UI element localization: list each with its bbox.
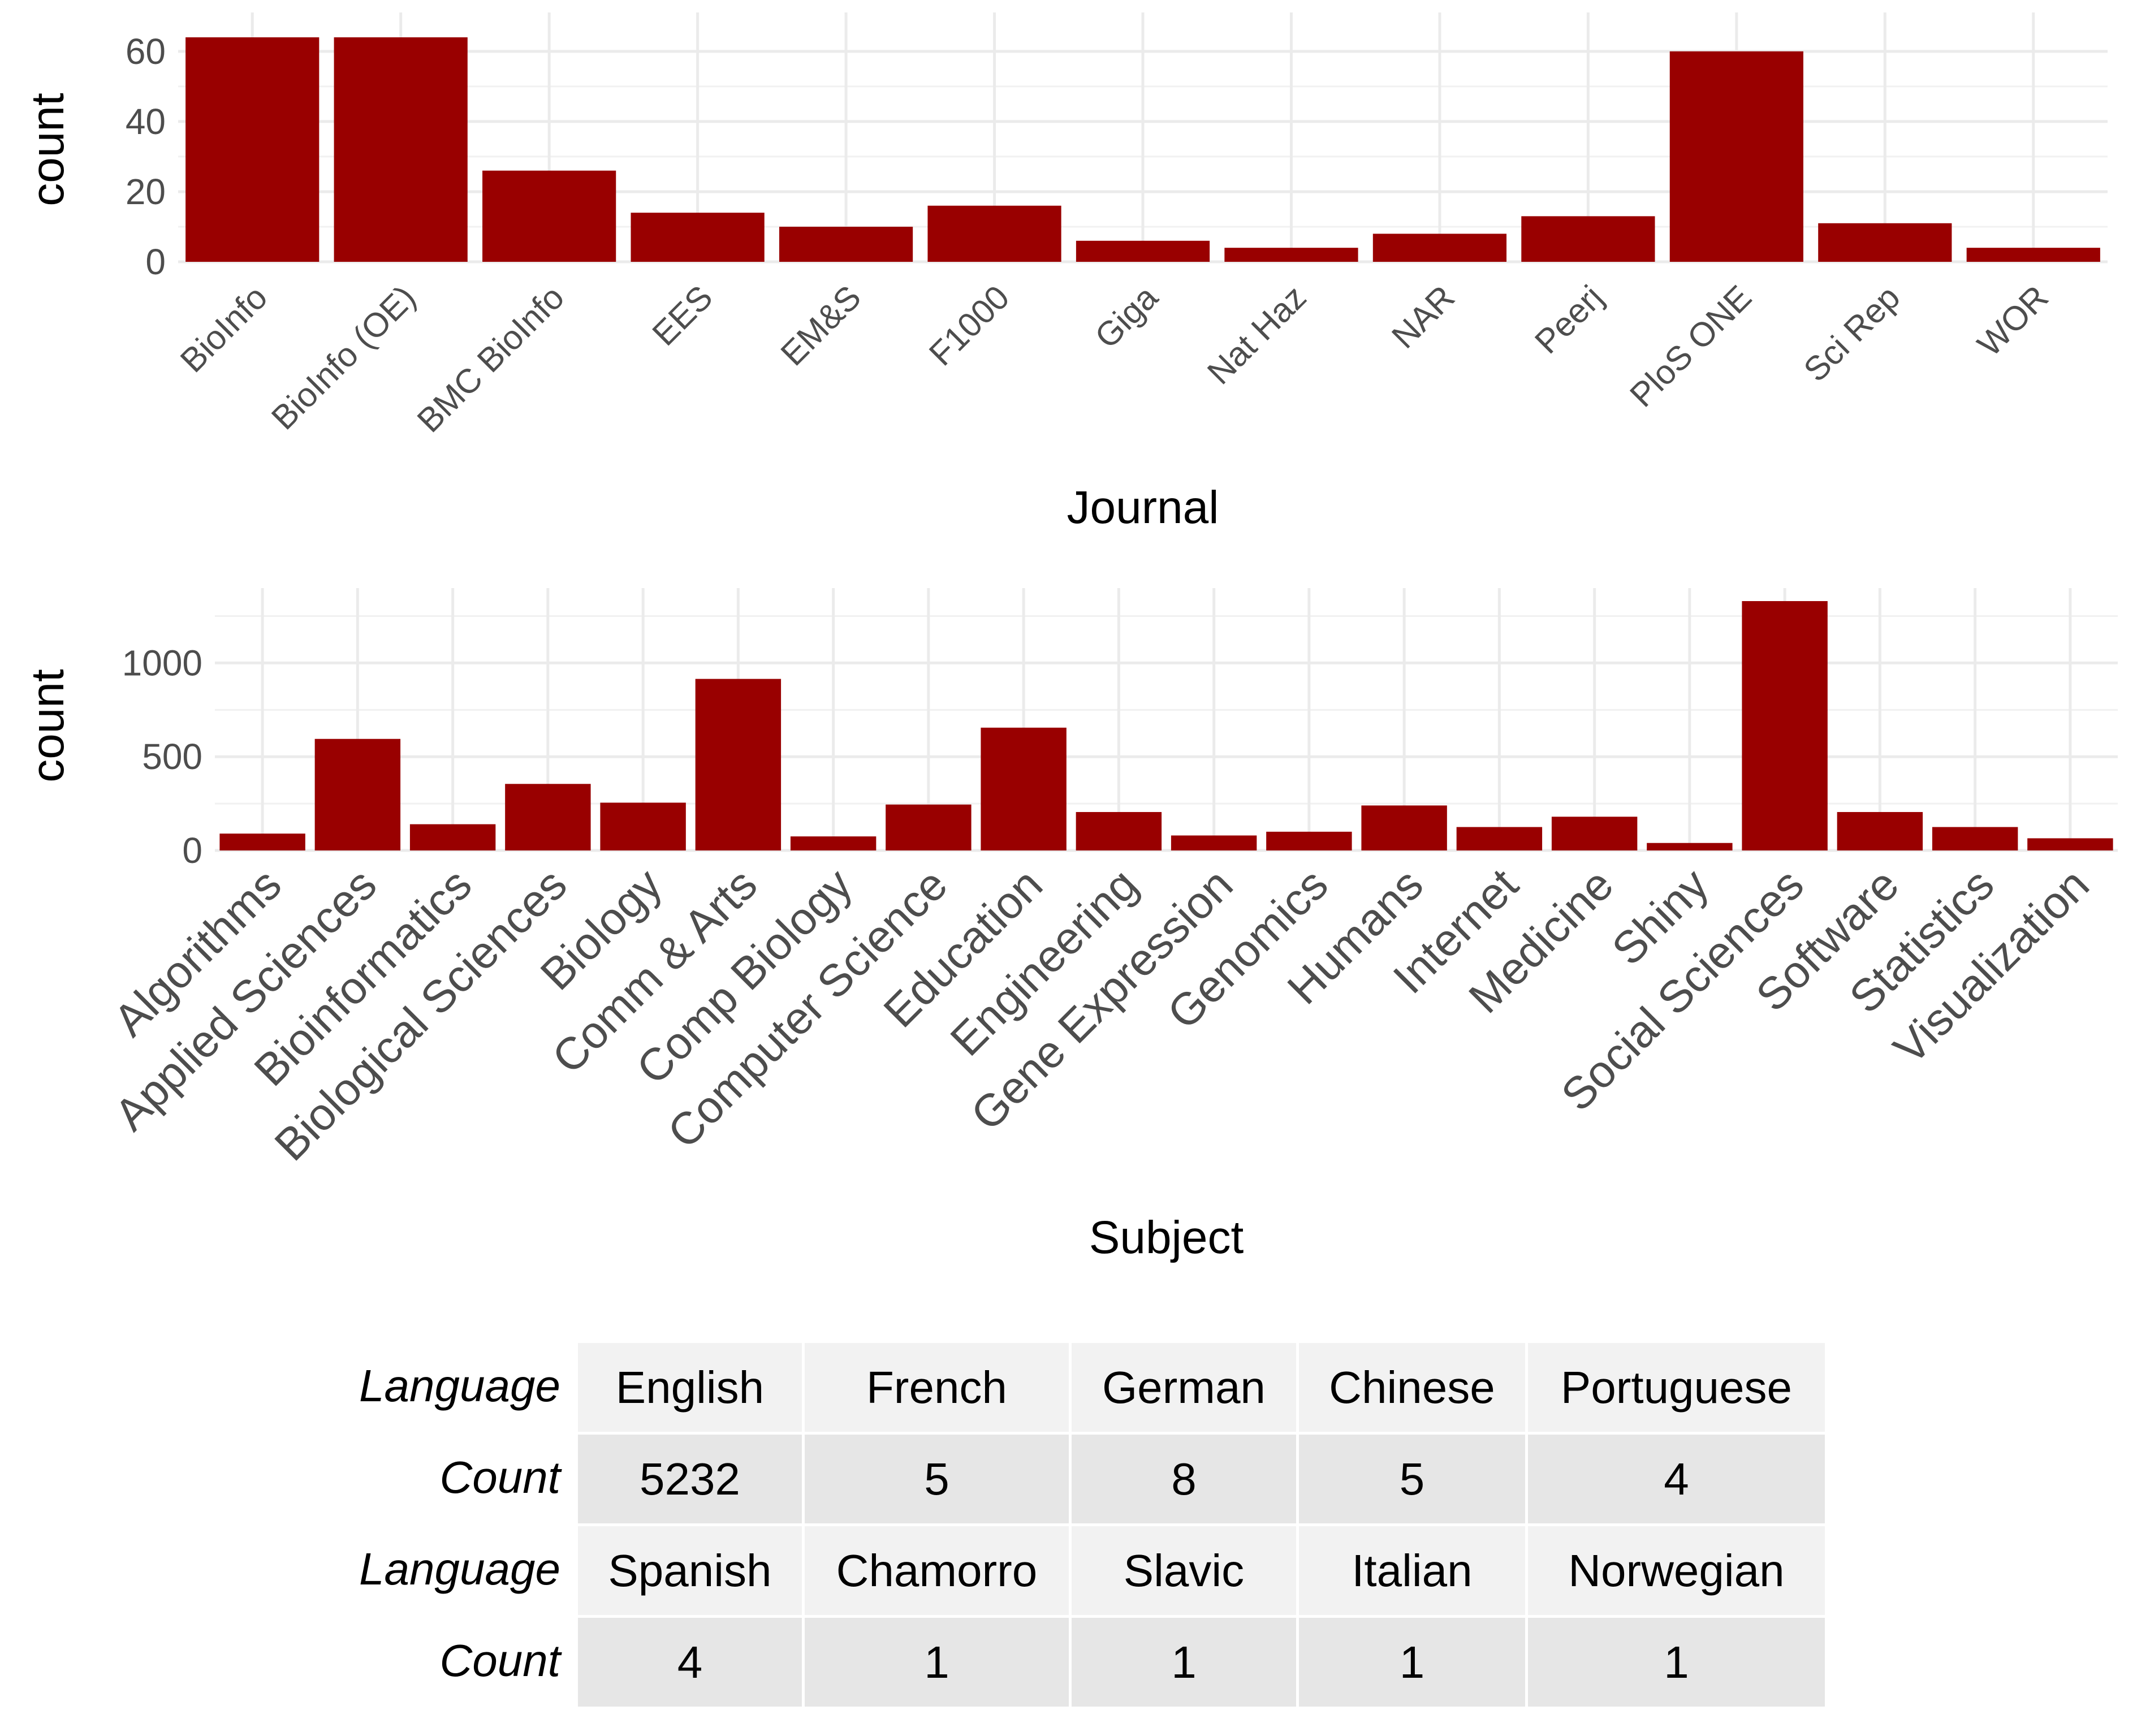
table-cell: 1 [1068,1615,1296,1707]
table-cell: Norwegian [1525,1523,1825,1615]
bar-nat-haz [1224,248,1358,262]
bar-em-s [779,226,913,262]
bar-statistics [1932,827,2018,850]
bar-social-sciences [1742,601,1828,850]
table-row: Count 5232 5 8 5 4 [348,1432,1825,1523]
bar-education [981,727,1067,850]
x-tick-label: Sci Rep [1797,278,1907,389]
bar-bioinformatics [409,824,496,850]
table-cell: Spanish [575,1523,802,1615]
bar-f1000 [927,205,1061,262]
bar-computer-science [886,804,972,850]
bar-plos-one [1669,51,1803,262]
table-cell: Chamorro [801,1523,1069,1615]
table-cell: French [801,1340,1069,1432]
y-tick-label: 500 [142,736,202,777]
table-cell: 5 [1296,1432,1525,1523]
bar-biological-sciences [505,784,591,850]
y-tick-label: 60 [126,31,166,72]
x-tick-label: Peerj [1527,278,1610,361]
y-tick-label: 0 [145,241,166,282]
y-tick-label: 20 [126,171,166,212]
table-cell: 4 [575,1615,802,1707]
bar-algorithms [219,834,305,850]
x-tick-label: EES [645,278,720,353]
bar-medicine [1551,817,1638,850]
bar-bioinfo [185,37,320,262]
x-tick-label: WOR [1970,278,2056,364]
bar-nar [1372,234,1507,262]
bar-software [1837,812,1923,850]
table-cell: German [1068,1340,1296,1432]
x-tick-label: NAR [1384,278,1462,356]
table-row: Language Spanish Chamorro Slavic Italian Norw… [348,1523,1825,1615]
x-tick-label: Giga [1087,278,1165,355]
bar-shiny [1647,843,1733,850]
bar-bmc-bioinfo [482,170,616,262]
y-tick-label: 0 [182,830,202,871]
row-header: Count [439,1452,560,1502]
bar-giga [1076,240,1210,262]
x-tick-label: PloS ONE [1622,278,1759,414]
table-cell: 1 [1525,1615,1825,1707]
bar-ees [631,213,765,262]
x-tick-label: Nat Haz [1200,278,1314,392]
y-tick-label: 40 [126,101,166,142]
bar-peerj [1521,216,1655,262]
table-cell: 8 [1068,1432,1296,1523]
row-header: Language [359,1361,560,1411]
bar-bioinfo-oe [334,37,468,262]
table-cell: English [575,1340,802,1432]
table-cell: Slavic [1068,1523,1296,1615]
bar-humans [1361,805,1447,850]
y-axis-title: count [22,669,74,783]
x-tick-label: BioInfo (OE) [264,278,423,437]
table-cell: 4 [1525,1432,1825,1523]
table-cell: Italian [1296,1523,1525,1615]
x-axis-title: Subject [1089,1212,1244,1263]
table-cell: 1 [1296,1615,1525,1707]
bar-wor [1966,248,2100,262]
table-row: Language English French German Chinese Portug… [348,1340,1825,1432]
x-axis-title: Journal [1067,482,1219,533]
x-tick-label: BMC BioInfo [410,278,572,440]
bar-gene-expression [1171,835,1257,850]
row-header: Count [439,1635,560,1686]
y-tick-label: 1000 [122,642,202,683]
bar-internet [1456,827,1543,850]
x-tick-label: EM&S [774,278,869,373]
language-count-table: Language English French German Chinese Portug… [348,1340,1825,1707]
bar-engineering [1076,812,1162,850]
bar-applied-sciences [314,739,401,850]
x-tick-label: BioInfo [173,278,274,379]
y-axis-title: count [22,93,74,206]
row-header: Language [359,1544,560,1594]
table-cell: Chinese [1296,1340,1525,1432]
bar-visualization [2027,838,2113,850]
bar-sci-rep [1818,223,1952,262]
table-cell: 1 [801,1615,1069,1707]
x-tick-label: F1000 [922,278,1017,373]
bar-genomics [1266,831,1352,850]
bar-comp-biology [790,836,877,850]
table-row: Count 4 1 1 1 1 [348,1615,1825,1707]
table-cell: Portuguese [1525,1340,1825,1432]
bar-biology [600,802,686,850]
bar-comm-arts [695,679,782,850]
table-cell: 5 [801,1432,1069,1523]
table-cell: 5232 [575,1432,802,1523]
